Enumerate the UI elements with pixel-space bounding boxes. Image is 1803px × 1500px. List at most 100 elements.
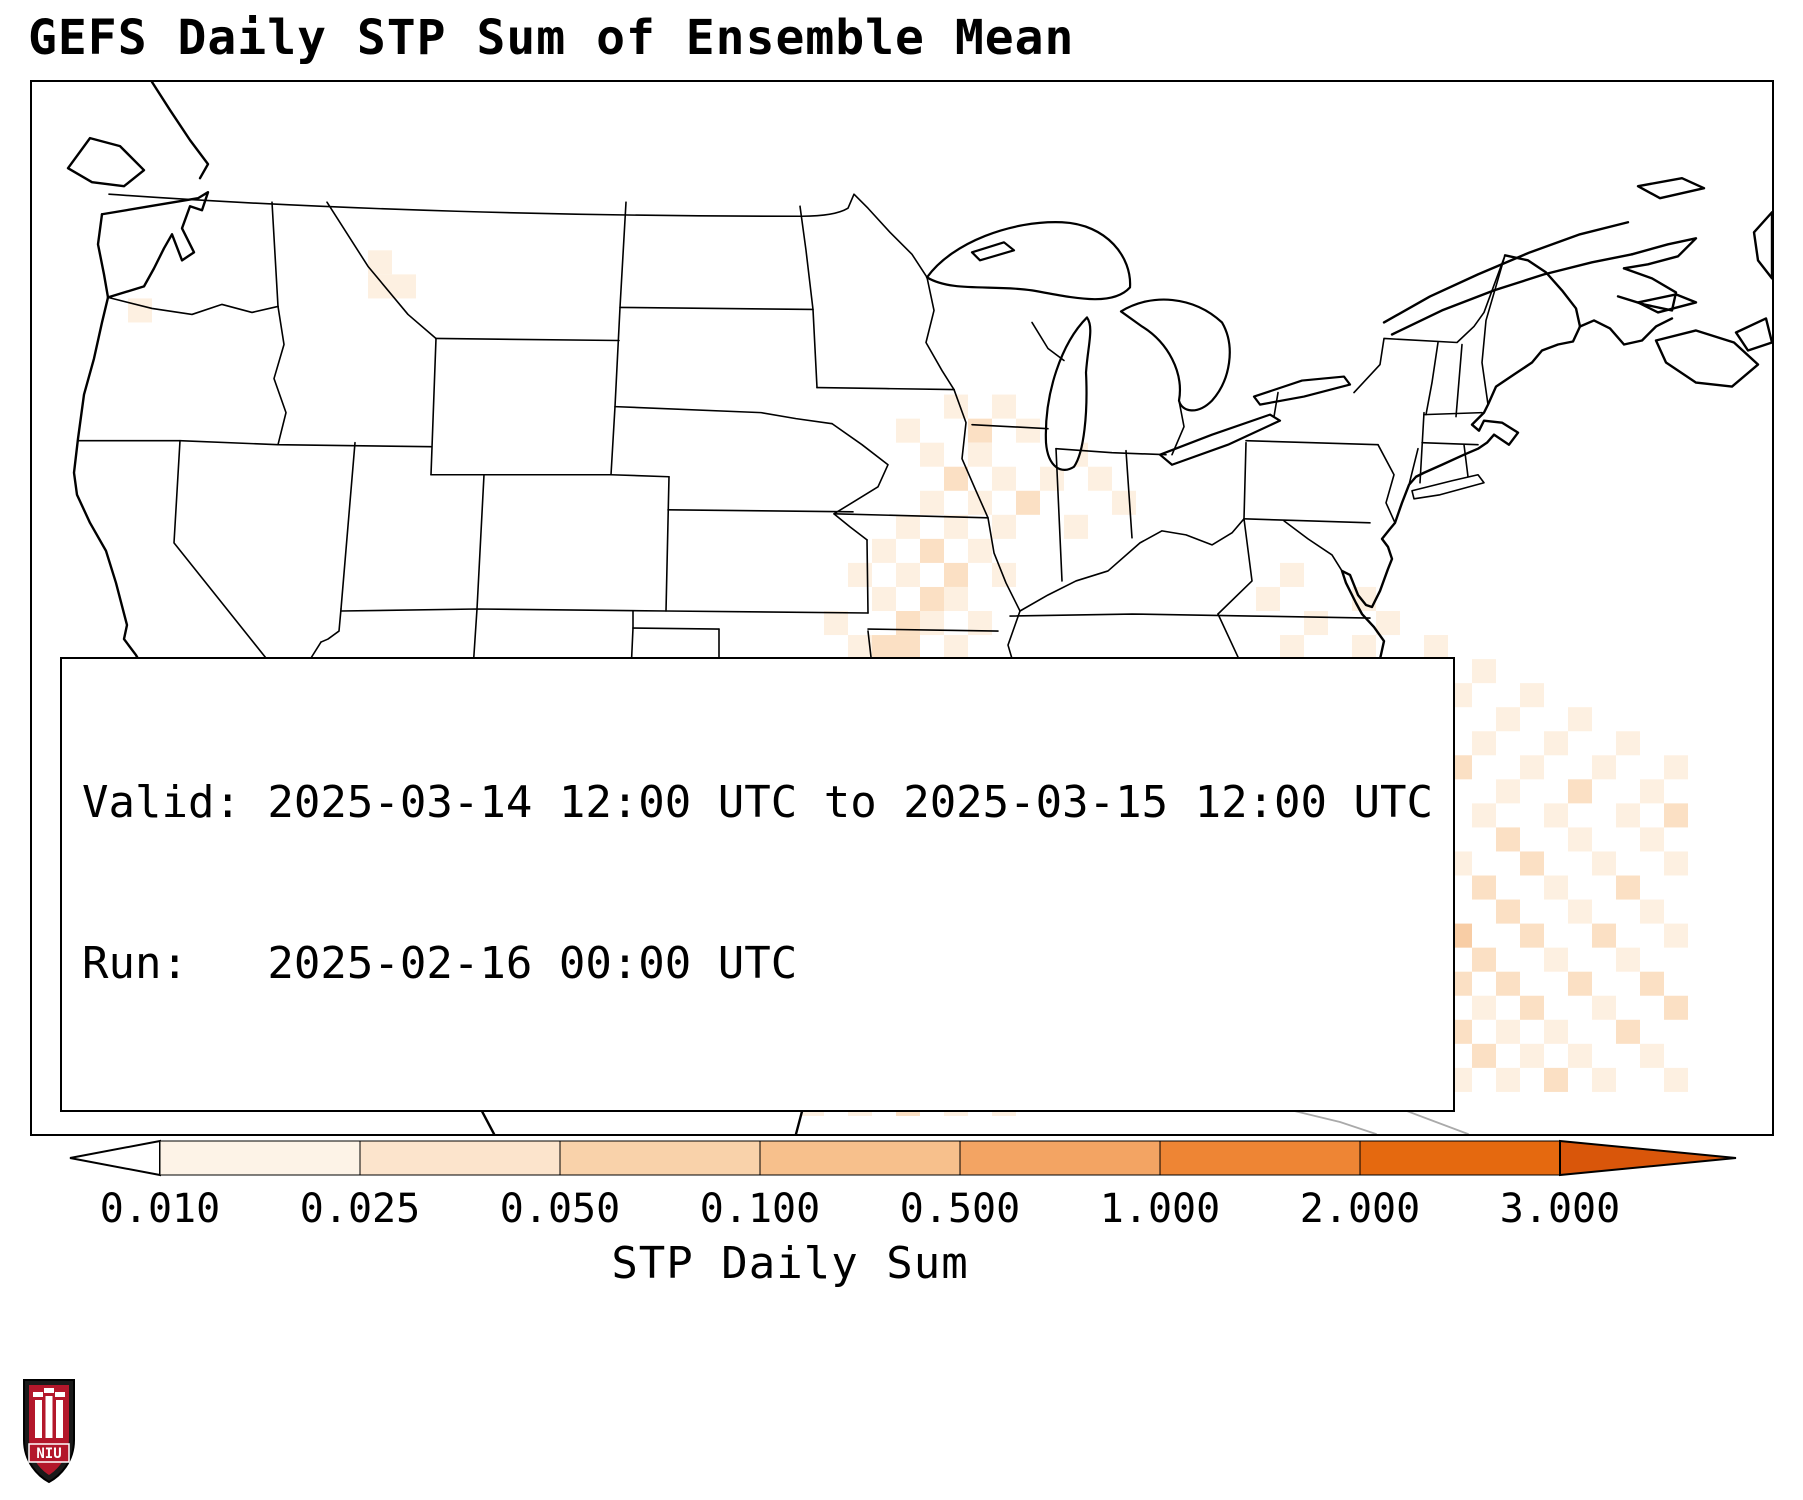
stp-grid-cell: [944, 586, 968, 612]
stp-grid-cell: [1664, 923, 1688, 948]
stp-grid-cell: [872, 538, 896, 563]
valid-run-info-box: Valid: 2025-03-14 12:00 UTC to 2025-03-1…: [60, 656, 1456, 1112]
page-title: GEFS Daily STP Sum of Ensemble Mean: [28, 10, 1075, 66]
stp-grid-cell: [1016, 418, 1040, 443]
stp-grid-cell: [1592, 995, 1616, 1020]
stp-grid-cell: [1520, 755, 1544, 780]
stp-grid-cell: [896, 418, 920, 443]
stp-grid-cell: [1496, 827, 1520, 852]
stp-grid-cell: [992, 394, 1016, 419]
stp-grid-cell: [392, 274, 416, 299]
stp-grid-cell: [1544, 803, 1568, 828]
stp-grid-cell: [1568, 971, 1592, 996]
stp-grid-cell: [968, 490, 992, 515]
stp-grid-cell: [968, 442, 992, 467]
stp-grid-cell: [1592, 755, 1616, 780]
stp-grid-cell: [920, 442, 944, 467]
stp-grid-cell: [1520, 1043, 1544, 1068]
stp-grid-cell: [1592, 923, 1616, 948]
colorbar-tick-labels: 0.010 0.025 0.050 0.100 0.500 1.000 2.000 3.000: [30, 1180, 1770, 1232]
stp-grid-cell: [896, 562, 920, 587]
stp-grid-cell: [1544, 1067, 1568, 1092]
stp-grid-cell: [968, 418, 992, 443]
stp-grid-cell: [944, 394, 968, 419]
stp-grid-cell: [1616, 1019, 1640, 1044]
colorbar-bar: [69, 1139, 1737, 1177]
stp-grid-cell: [1256, 586, 1280, 612]
stp-grid-cell: [1592, 1067, 1616, 1092]
stp-grid-cell: [992, 514, 1016, 539]
stp-grid-cell: [896, 611, 920, 636]
stp-grid-cell: [1472, 947, 1496, 972]
stp-grid-cell: [992, 466, 1016, 491]
colorbar-tick: 3.000: [1499, 1186, 1621, 1232]
stp-grid-cell: [848, 635, 872, 660]
stp-grid-cell: [1280, 635, 1304, 660]
stp-grid-cell: [1568, 827, 1592, 852]
stp-grid-cell: [1640, 827, 1664, 852]
stp-grid-cell: [1664, 1067, 1688, 1092]
stp-grid-cell: [1520, 851, 1544, 876]
stp-grid-cell: [1472, 1043, 1496, 1068]
stp-grid-cell: [1088, 466, 1112, 491]
stp-grid-cell: [1640, 899, 1664, 924]
stp-grid-cell: [1664, 851, 1688, 876]
colorbar-title: STP Daily Sum: [611, 1238, 969, 1289]
stp-grid-cell: [944, 562, 968, 587]
stp-grid-cell: [1568, 779, 1592, 804]
stp-grid-cell: [1472, 803, 1496, 828]
stp-grid-cell: [872, 635, 896, 660]
stp-grid-cell: [944, 466, 968, 491]
stp-grid-cell: [1472, 731, 1496, 756]
stp-grid-cell: [1040, 466, 1064, 491]
colorbar-tick: 0.500: [899, 1186, 1021, 1232]
colorbar: 0.010 0.025 0.050 0.100 0.500 1.000 2.000 3.000: [30, 1138, 1770, 1232]
stp-grid-cell: [896, 514, 920, 539]
stp-grid-cell: [1496, 1019, 1520, 1044]
stp-grid-cell: [1520, 923, 1544, 948]
stp-grid-cell: [968, 538, 992, 563]
stp-grid-cell: [1496, 971, 1520, 996]
stp-grid-cell: [1616, 731, 1640, 756]
stp-grid-cell: [1544, 875, 1568, 900]
stp-grid-cell: [1664, 995, 1688, 1020]
valid-time-text: Valid: 2025-03-14 12:00 UTC to 2025-03-1…: [82, 776, 1434, 828]
stp-grid-cell: [1376, 611, 1400, 636]
stp-grid-cell: [1304, 611, 1328, 636]
stp-grid-cell: [1472, 875, 1496, 900]
niu-logo-text: NIU: [36, 1446, 61, 1462]
stp-grid-cell: [920, 586, 944, 612]
colorbar-tick: 2.000: [1299, 1186, 1421, 1232]
stp-grid-cell: [1544, 1019, 1568, 1044]
stp-grid-cell: [1616, 875, 1640, 900]
stp-grid-cell: [1640, 779, 1664, 804]
stp-grid-cell: [1496, 899, 1520, 924]
colorbar-tick: 1.000: [1099, 1186, 1221, 1232]
stp-grid-cell: [1568, 1043, 1592, 1068]
colorbar-tick: 0.050: [499, 1186, 621, 1232]
stp-grid-cell: [1616, 947, 1640, 972]
stp-grid-cell: [896, 635, 920, 660]
stp-grid-cell: [1496, 707, 1520, 732]
map-panel: Valid: 2025-03-14 12:00 UTC to 2025-03-1…: [30, 80, 1774, 1136]
stp-grid-cell: [1616, 803, 1640, 828]
stp-grid-cell: [1016, 490, 1040, 515]
stp-grid-cell: [1520, 683, 1544, 708]
stp-grid-cell: [1496, 779, 1520, 804]
colorbar-tick: 0.010: [99, 1186, 221, 1232]
stp-grid-cell: [1280, 562, 1304, 587]
stp-grid-cell: [920, 490, 944, 515]
stp-grid-cell: [1520, 995, 1544, 1020]
colorbar-tick: 0.100: [699, 1186, 821, 1232]
stp-grid-cell: [920, 611, 944, 636]
stp-grid-cell: [944, 514, 968, 539]
stp-grid-cell: [824, 611, 848, 636]
stp-grid-cell: [1472, 995, 1496, 1020]
stp-grid-cell: [1424, 635, 1448, 660]
stp-grid-cell: [1544, 731, 1568, 756]
stp-grid-cell: [944, 635, 968, 660]
stp-grid-cell: [1112, 490, 1136, 515]
stp-grid-cell: [128, 298, 152, 323]
stp-grid-cell: [1640, 971, 1664, 996]
stp-grid-cell: [1568, 899, 1592, 924]
